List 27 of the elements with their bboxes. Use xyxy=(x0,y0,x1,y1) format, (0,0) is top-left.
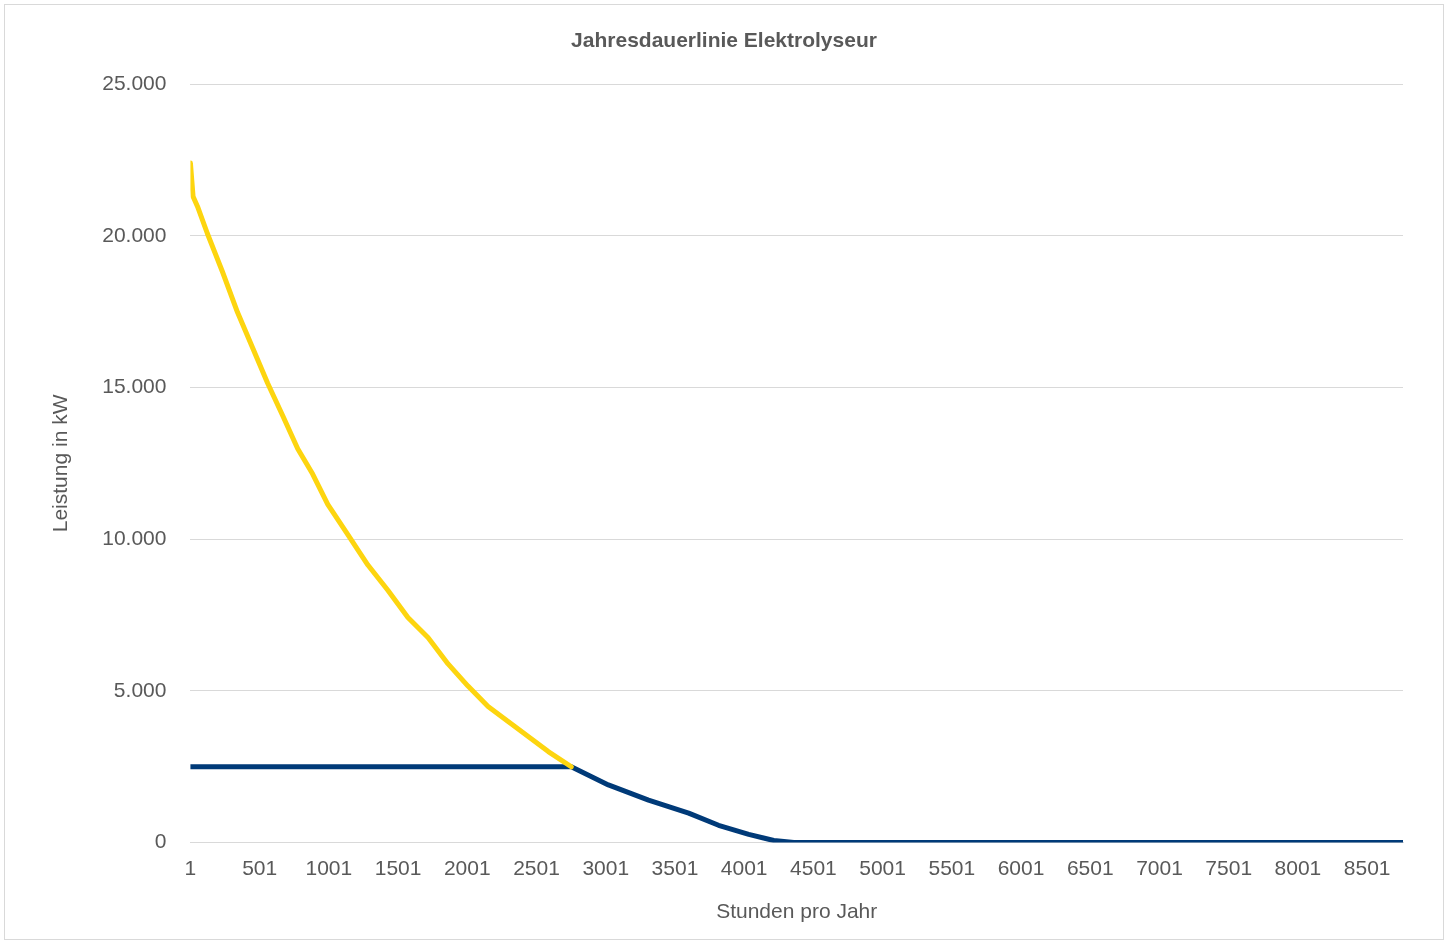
x-tick-label: 1001 xyxy=(305,856,353,879)
x-tick-label: 1 xyxy=(184,856,197,879)
x-tick-label: 6001 xyxy=(997,856,1045,879)
y-tick-label: 5.000 xyxy=(113,677,167,701)
x-tick-label: 3001 xyxy=(582,856,630,879)
x-tick-label: 7501 xyxy=(1205,856,1253,879)
y-tick-label: 25.000 xyxy=(102,71,167,94)
x-tick-label: 6501 xyxy=(1066,856,1114,879)
chart-title: Jahresdauerlinie Elektrolyseur xyxy=(571,28,877,52)
y-tick-label: 20.000 xyxy=(102,222,167,246)
x-tick-label: 8001 xyxy=(1274,856,1322,879)
y-tick-label: 15.000 xyxy=(102,374,167,398)
x-tick-label: 2001 xyxy=(443,856,491,879)
x-tick-label: 5001 xyxy=(859,856,906,879)
x-tick-label: 7001 xyxy=(1136,856,1183,879)
y-tick-label: 0 xyxy=(154,829,167,853)
x-axis-title: Stunden pro Jahr xyxy=(716,899,878,923)
x-tick-label: 1501 xyxy=(374,856,422,879)
x-tick-label: 5501 xyxy=(928,856,976,879)
x-tick-label: 4501 xyxy=(790,856,837,879)
x-tick-label: 4001 xyxy=(720,856,768,879)
x-tick-label: 3501 xyxy=(651,856,699,879)
x-tick-label: 501 xyxy=(242,856,278,879)
x-tick-label: 2501 xyxy=(513,856,560,879)
y-tick-label: 10.000 xyxy=(102,526,167,550)
y-axis-title: Leistung in kW xyxy=(48,394,72,533)
x-tick-label: 8501 xyxy=(1343,856,1391,879)
